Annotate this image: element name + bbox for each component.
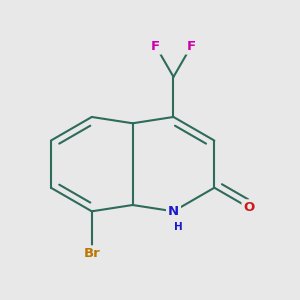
Text: O: O <box>243 201 255 214</box>
Text: N: N <box>168 205 179 218</box>
Text: F: F <box>187 40 196 53</box>
Text: H: H <box>174 223 183 232</box>
Text: F: F <box>151 40 160 53</box>
Text: Br: Br <box>83 247 100 260</box>
